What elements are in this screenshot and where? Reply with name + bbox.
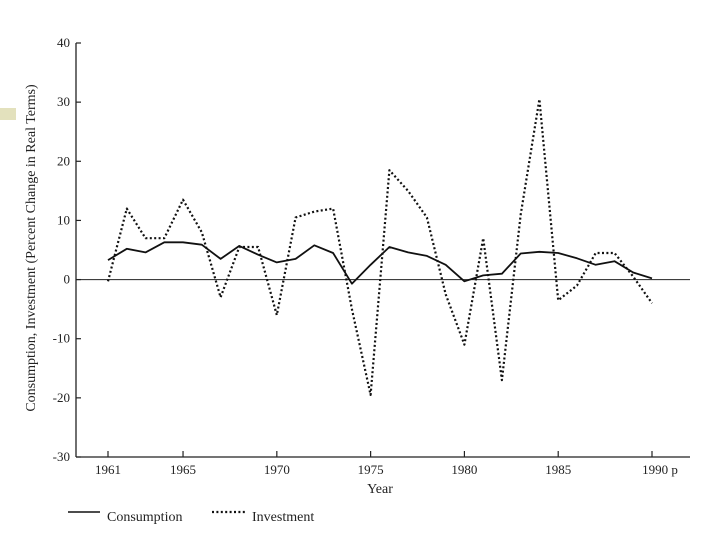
y-tick-label: 0 bbox=[64, 272, 71, 287]
x-tick-label: 1975 bbox=[358, 462, 384, 477]
y-tick-label: 30 bbox=[57, 94, 70, 109]
x-tick-label: 1961 bbox=[95, 462, 121, 477]
y-tick-label: 40 bbox=[57, 35, 70, 50]
chart-ticks: 40 30 20 10 0 -10 -20 -30 1961 1965 1970 1975 1980 19… bbox=[53, 35, 678, 477]
y-tick-label: 10 bbox=[57, 212, 70, 227]
series-line-consumption bbox=[107, 241, 653, 285]
y-tick-label: -30 bbox=[53, 449, 70, 464]
legend-label-consumption: Consumption bbox=[107, 510, 182, 525]
x-tick-label: 1985 bbox=[545, 462, 571, 477]
chart-legend: Consumption Investment bbox=[68, 510, 314, 525]
x-tick-label: 1980 bbox=[451, 462, 477, 477]
chart-marks bbox=[106, 98, 653, 396]
series-line-investment bbox=[106, 98, 653, 396]
x-tick-label: 1990 p bbox=[642, 462, 678, 477]
y-tick-label: -10 bbox=[53, 331, 70, 346]
chart-axes bbox=[75, 43, 690, 458]
y-axis-title: Consumption, Investment (Percent Change … bbox=[24, 84, 39, 412]
y-tick-label: 20 bbox=[57, 153, 70, 168]
x-axis-title: Year bbox=[367, 482, 393, 497]
y-tick-label: -20 bbox=[53, 390, 70, 405]
x-tick-label: 1965 bbox=[170, 462, 196, 477]
slide-accent-bar bbox=[0, 108, 16, 120]
x-tick-label: 1970 bbox=[264, 462, 290, 477]
legend-label-investment: Investment bbox=[252, 510, 314, 525]
